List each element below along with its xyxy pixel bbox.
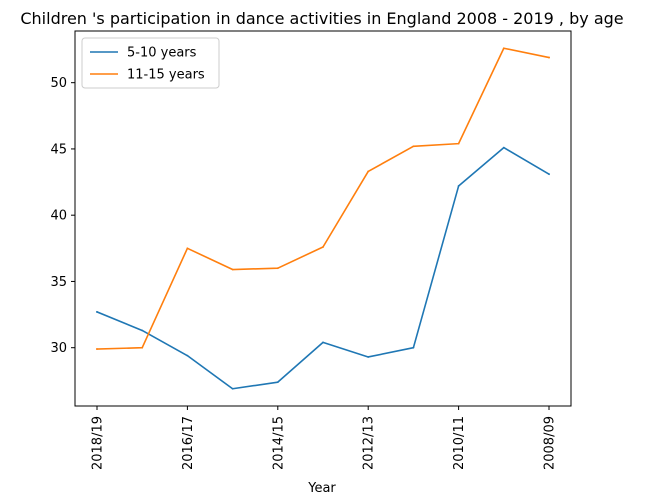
plot-frame xyxy=(74,30,572,407)
x-axis-title: Year xyxy=(307,481,336,496)
data-point xyxy=(96,311,98,313)
x-tick-label: 2012/13 xyxy=(362,416,377,470)
data-point xyxy=(548,56,550,59)
y-tick-label: 50 xyxy=(50,76,67,91)
chart-title: Children 's participation in dance activ… xyxy=(20,9,623,28)
data-point xyxy=(276,381,279,384)
plot-area: 30 35 40 45 50 2018/19 2016/17 2014/15 2012/13 20… xyxy=(50,30,572,470)
series-line-2 xyxy=(96,47,550,350)
series-line-1 xyxy=(95,146,551,390)
x-tick-label: 2018/19 xyxy=(91,416,106,470)
x-tick-label: 2016/17 xyxy=(181,416,196,470)
legend-label: 11-15 years xyxy=(127,68,205,83)
data-point xyxy=(502,146,505,149)
x-tick-label: 2008/09 xyxy=(543,416,558,470)
data-point xyxy=(276,267,279,270)
data-point xyxy=(141,346,144,349)
data-point xyxy=(412,346,415,349)
data-point xyxy=(186,354,189,357)
legend-label: 5-10 years xyxy=(127,46,197,61)
data-point xyxy=(322,341,324,344)
data-point xyxy=(502,47,505,50)
data-point xyxy=(412,145,415,148)
x-tick-label: 2010/11 xyxy=(452,416,467,470)
data-point xyxy=(141,329,144,332)
x-tick-label: 2014/15 xyxy=(271,416,286,470)
y-tick-label: 30 xyxy=(50,341,67,356)
data-point xyxy=(457,185,460,187)
y-tick-label: 45 xyxy=(50,142,67,157)
y-tick-label: 40 xyxy=(50,209,67,224)
legend-box xyxy=(81,37,220,89)
data-point xyxy=(367,170,370,173)
data-point xyxy=(96,348,98,350)
data-point xyxy=(231,387,234,390)
data-point xyxy=(367,356,370,358)
data-point xyxy=(231,268,234,271)
data-point xyxy=(186,247,189,250)
data-point xyxy=(457,142,460,145)
data-point xyxy=(322,246,324,248)
data-point xyxy=(548,173,550,176)
y-tick-label: 35 xyxy=(50,275,67,290)
